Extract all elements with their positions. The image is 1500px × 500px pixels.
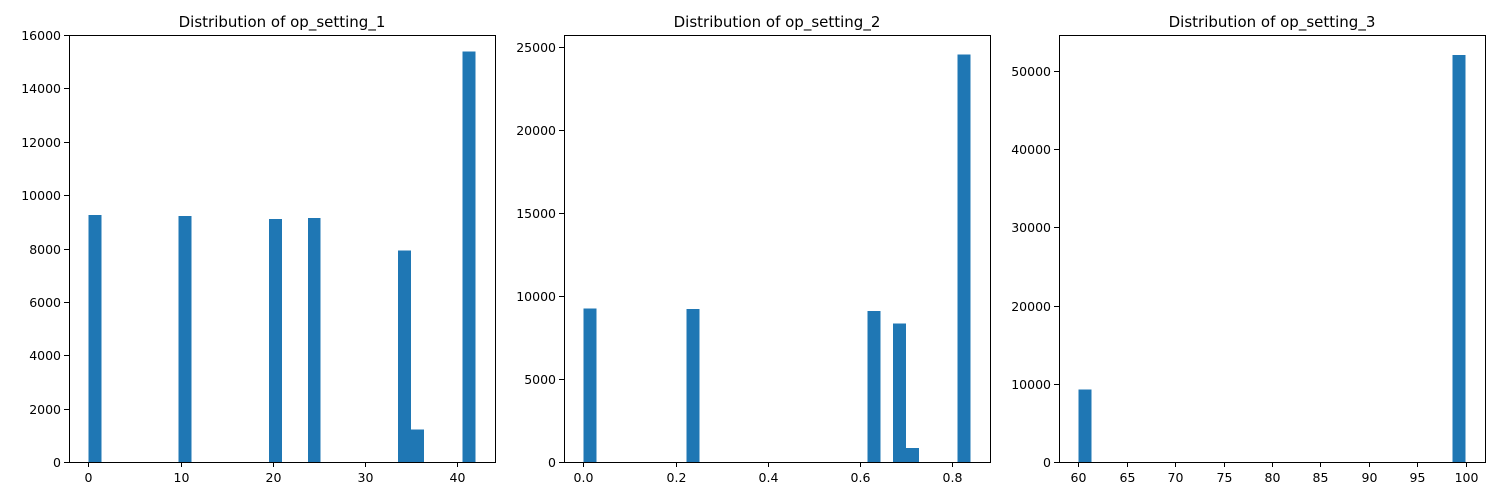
x-tick-label: 0.8 [943, 470, 963, 485]
y-tick-label: 10000 [1011, 377, 1051, 392]
x-tick-label: 65 [1120, 470, 1136, 485]
bar-1 [88, 215, 102, 462]
x-tick-label: 60 [1071, 470, 1087, 485]
bar-4 [893, 323, 907, 462]
x-tick-label: 0.6 [851, 470, 871, 485]
chart-panel-2: 0.0 0.2 0.4 0.6 0.8 0 5000 10000 15000 20000 25000… [516, 13, 991, 485]
x-tick-label: 0 [85, 470, 93, 485]
x-tick-label: 0.2 [667, 470, 687, 485]
x-tick-label: 90 [1362, 470, 1378, 485]
y-tick-label: 0 [548, 455, 556, 470]
x-tick-label: 95 [1410, 470, 1426, 485]
x-tick-label: 10 [174, 470, 190, 485]
bar-3 [867, 310, 881, 462]
y-tick-label: 2000 [29, 402, 61, 417]
plot-frame [69, 35, 496, 463]
bar-6 [957, 54, 971, 462]
y-tick-label: 16000 [21, 28, 61, 43]
y-tick-label: 6000 [29, 295, 61, 310]
y-tick-label: 5000 [524, 372, 556, 387]
x-tick-label: 30 [358, 470, 374, 485]
x-tick-label: 40 [450, 470, 466, 485]
bar-6 [411, 429, 424, 462]
y-tick-label: 10000 [21, 188, 61, 203]
bar-2 [1452, 54, 1466, 462]
bar-5 [398, 250, 412, 462]
y-tick-label: 10000 [516, 289, 556, 304]
chart-panel-1: 0 10 20 30 40 0 2000 4000 6000 8000 10000 12000 1400… [21, 13, 496, 485]
y-tick-label: 8000 [29, 242, 61, 257]
x-tick-label: 20 [266, 470, 282, 485]
x-tick-label: 100 [1455, 470, 1479, 485]
y-tick-label: 50000 [1011, 64, 1051, 79]
chart-title: Distribution of op_setting_1 [179, 13, 386, 32]
y-tick-label: 20000 [1011, 299, 1051, 314]
y-tick-label: 20000 [516, 123, 556, 138]
plot-frame [1059, 35, 1486, 463]
y-tick-label: 25000 [516, 40, 556, 55]
chart-title: Distribution of op_setting_2 [674, 13, 881, 32]
x-tick-label: 80 [1265, 470, 1281, 485]
x-tick-label: 75 [1217, 470, 1233, 485]
chart-title: Distribution of op_setting_3 [1169, 13, 1376, 32]
y-tick-label: 15000 [516, 206, 556, 221]
x-tick-label: 85 [1313, 470, 1329, 485]
plot-frame [564, 35, 991, 463]
bar-5 [906, 448, 919, 462]
y-tick-label: 14000 [21, 81, 61, 96]
y-tick-label: 30000 [1011, 220, 1051, 235]
x-tick-label: 0.4 [759, 470, 779, 485]
bar-3 [269, 219, 282, 462]
y-tick-label: 12000 [21, 135, 61, 150]
bar-1 [1078, 389, 1092, 462]
chart-panel-3: 60 65 70 75 80 85 90 95 100 0 10000 20000 30000 40000… [1011, 13, 1486, 485]
bar-7 [462, 51, 476, 462]
y-tick-label: 0 [53, 455, 61, 470]
y-tick-label: 4000 [29, 348, 61, 363]
y-tick-label: 40000 [1011, 142, 1051, 157]
bar-2 [178, 215, 192, 462]
y-tick-label: 0 [1043, 455, 1051, 470]
bar-4 [307, 217, 321, 462]
bar-1 [583, 308, 597, 462]
x-tick-label: 0.0 [574, 470, 594, 485]
x-tick-label: 70 [1168, 470, 1184, 485]
bar-2 [686, 308, 700, 462]
